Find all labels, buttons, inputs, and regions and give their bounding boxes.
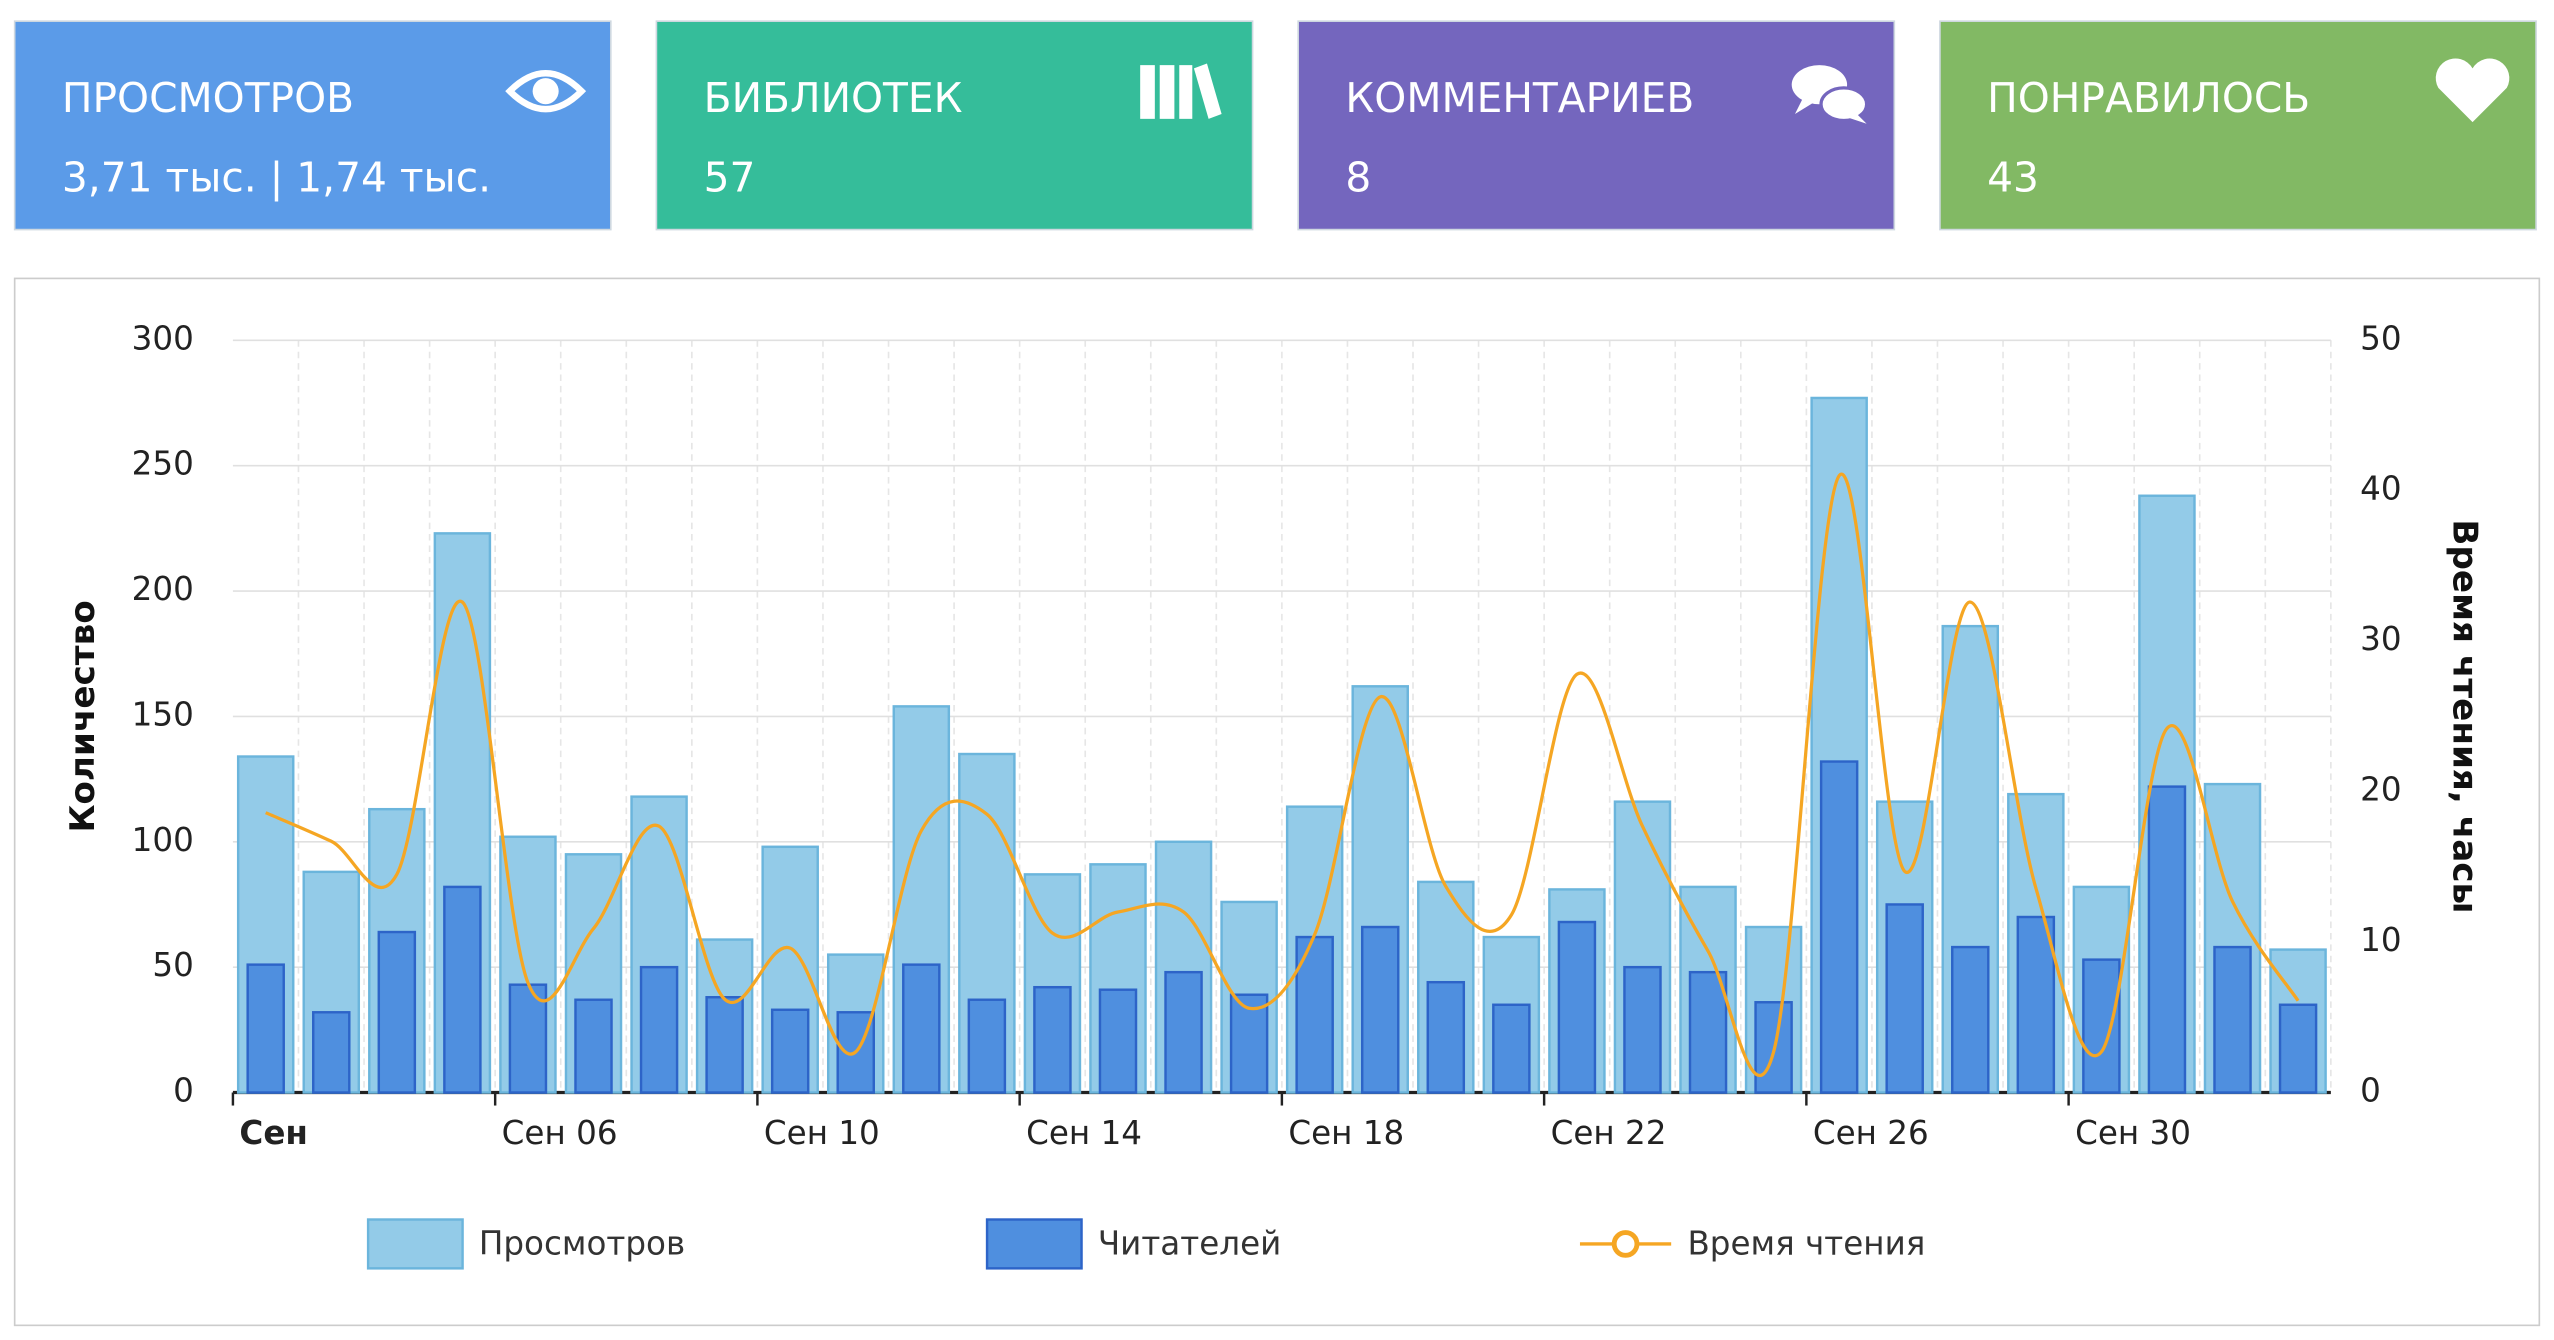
bar [705,996,744,1094]
stat-card: ПОНРАВИЛОСЬ 43 [1939,20,2537,231]
legend-label: Время чтения [1687,1225,1925,1263]
bar [508,983,548,1094]
legend-swatch [366,1218,464,1270]
card-value: 57 [704,154,756,202]
y2-tick-label: 40 [2360,470,2401,508]
card-bg [13,20,612,231]
bar [639,965,679,1094]
legend-marker [1611,1230,1640,1258]
bar [1229,993,1269,1094]
bar [1557,920,1597,1094]
bar [2082,958,2121,1094]
bar [2147,785,2187,1094]
card-value: 8 [1345,154,1371,202]
bar [1033,985,1072,1094]
bar [1688,970,1728,1094]
y2-tick-label: 0 [2360,1072,2381,1110]
card-bg [655,20,1254,231]
bar [443,885,482,1094]
bar [902,963,941,1094]
bar [1492,1003,1531,1094]
bar [1885,903,1924,1094]
bar [770,1008,810,1094]
bar [574,998,613,1094]
bar [312,1011,351,1094]
bar [377,930,417,1094]
chart: Количество Время чтения, часы 0501001502… [63,319,2484,1270]
books-icon [1140,63,1222,119]
stat-card: КОММЕНТАРИЕВ 8 [1297,20,1896,231]
card-bg [1297,20,1896,231]
line [265,472,2300,1077]
bar [1623,965,1662,1094]
x-tick-label: Сен 10 [764,1114,880,1152]
comments-icon [1791,65,1869,124]
y-tick-label: 100 [132,821,194,859]
bar [1098,988,1138,1094]
y-tick-label: 200 [132,570,194,608]
y-tick-label: 300 [132,319,194,357]
y-tick-label: 250 [132,445,194,483]
card-title: БИБЛИОТЕК [704,74,963,122]
x-tick-label: Сен 26 [1813,1114,1929,1152]
card-title: ПРОСМОТРОВ [62,74,354,122]
x-tick-label: Сен 14 [1026,1114,1142,1152]
legend-label: Просмотров [479,1225,685,1263]
bar [2278,1003,2318,1094]
bar [1951,945,1990,1094]
x-tick-label: Сен 06 [502,1114,618,1152]
card-title: КОММЕНТАРИЕВ [1345,74,1694,122]
y-tick-label: 150 [132,695,194,733]
bar [1819,760,1859,1094]
x-tick-label: Сен 22 [1551,1114,1667,1152]
bar [2213,945,2252,1094]
y2-tick-label: 50 [2360,319,2401,357]
bar [1426,980,1466,1094]
x-tick-label: Сен 30 [2075,1114,2191,1152]
bar [2016,915,2056,1094]
card-title: ПОНРАВИЛОСЬ [1987,74,2310,122]
y2-axis-title: Время чтения, часы [2444,519,2484,913]
legend-label: Читателей [1098,1225,1281,1263]
card-value: 43 [1987,154,2039,202]
bar [1360,925,1400,1094]
bar [967,998,1007,1094]
bar [246,963,285,1094]
y-axis-title: Количество [63,600,103,832]
y-tick-label: 0 [173,1072,194,1110]
legend-swatch [985,1218,1083,1270]
bar [1164,970,1203,1094]
y2-tick-label: 10 [2360,921,2401,959]
heart-icon [2435,58,2510,123]
y-tick-label: 50 [152,946,193,984]
stat-card: БИБЛИОТЕК 57 [655,20,1254,231]
stat-card: ПРОСМОТРОВ 3,71 тыс. | 1,74 тыс. [13,20,612,231]
eye-icon [505,70,587,113]
card-value: 3,71 тыс. | 1,74 тыс. [62,154,491,202]
x-tick-label: Сен 18 [1288,1114,1404,1152]
card-bg [1939,20,2537,231]
y2-tick-label: 30 [2360,620,2401,658]
x-tick-label: Сен [239,1114,307,1152]
y2-tick-label: 20 [2360,771,2401,809]
